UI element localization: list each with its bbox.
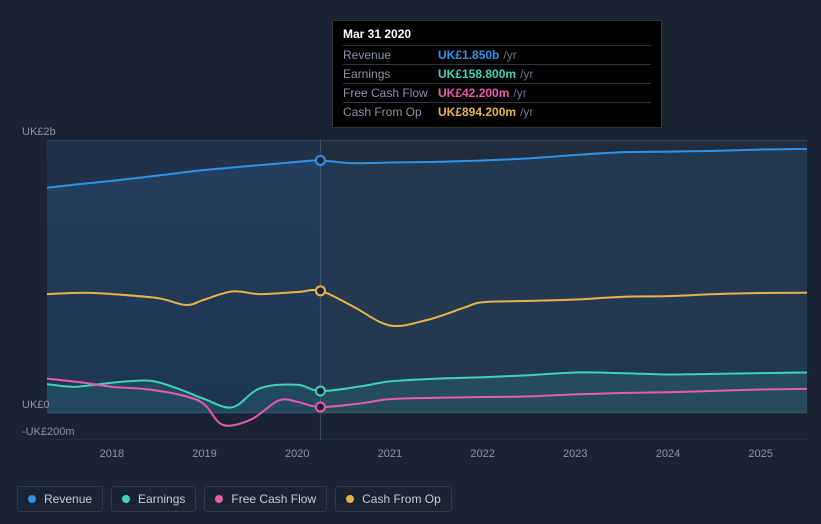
financials-chart: Past Analysts Forecasts UK£2bUK£0-UK£200… <box>17 120 807 480</box>
tooltip-row: Free Cash FlowUK£42.200m/yr <box>343 83 651 102</box>
tooltip-metric-unit: /yr <box>503 48 516 62</box>
tooltip-date: Mar 31 2020 <box>343 27 651 45</box>
tooltip-metric-label: Revenue <box>343 48 438 62</box>
legend-dot-icon <box>28 495 36 503</box>
legend-label: Free Cash Flow <box>231 492 316 506</box>
tooltip-row: EarningsUK£158.800m/yr <box>343 64 651 83</box>
legend-dot-icon <box>215 495 223 503</box>
plot-area[interactable] <box>47 140 807 440</box>
legend-dot-icon <box>346 495 354 503</box>
legend-label: Cash From Op <box>362 492 441 506</box>
tooltip-metric-label: Free Cash Flow <box>343 86 438 100</box>
chart-tooltip: Mar 31 2020 RevenueUK£1.850b/yrEarningsU… <box>332 20 662 128</box>
legend-label: Revenue <box>44 492 92 506</box>
tooltip-metric-label: Earnings <box>343 67 438 81</box>
y-axis-label: UK£2b <box>22 126 56 138</box>
x-axis-label: 2024 <box>656 448 680 460</box>
x-axis-label: 2021 <box>378 448 402 460</box>
tooltip-metric-unit: /yr <box>520 105 533 119</box>
legend-item[interactable]: Revenue <box>17 486 103 512</box>
y-axis-label: -UK£200m <box>22 426 75 438</box>
tooltip-metric-value: UK£42.200m <box>438 86 509 100</box>
legend-item[interactable]: Earnings <box>111 486 196 512</box>
tooltip-metric-unit: /yr <box>520 67 533 81</box>
legend-item[interactable]: Cash From Op <box>335 486 452 512</box>
x-axis-label: 2025 <box>748 448 772 460</box>
y-axis-label: UK£0 <box>22 399 50 411</box>
tooltip-metric-value: UK£894.200m <box>438 105 516 119</box>
tooltip-metric-value: UK£158.800m <box>438 67 516 81</box>
legend-label: Earnings <box>138 492 185 506</box>
legend-item[interactable]: Free Cash Flow <box>204 486 327 512</box>
x-axis-label: 2018 <box>100 448 124 460</box>
x-axis-label: 2019 <box>192 448 216 460</box>
tooltip-metric-unit: /yr <box>513 86 526 100</box>
x-axis-label: 2020 <box>285 448 309 460</box>
tooltip-metric-label: Cash From Op <box>343 105 438 119</box>
tooltip-row: Cash From OpUK£894.200m/yr <box>343 102 651 121</box>
legend-dot-icon <box>122 495 130 503</box>
tooltip-row: RevenueUK£1.850b/yr <box>343 45 651 64</box>
x-axis-label: 2023 <box>563 448 587 460</box>
tooltip-metric-value: UK£1.850b <box>438 48 499 62</box>
legend: Revenue Earnings Free Cash Flow Cash From O… <box>17 486 452 512</box>
x-axis-label: 2022 <box>470 448 494 460</box>
